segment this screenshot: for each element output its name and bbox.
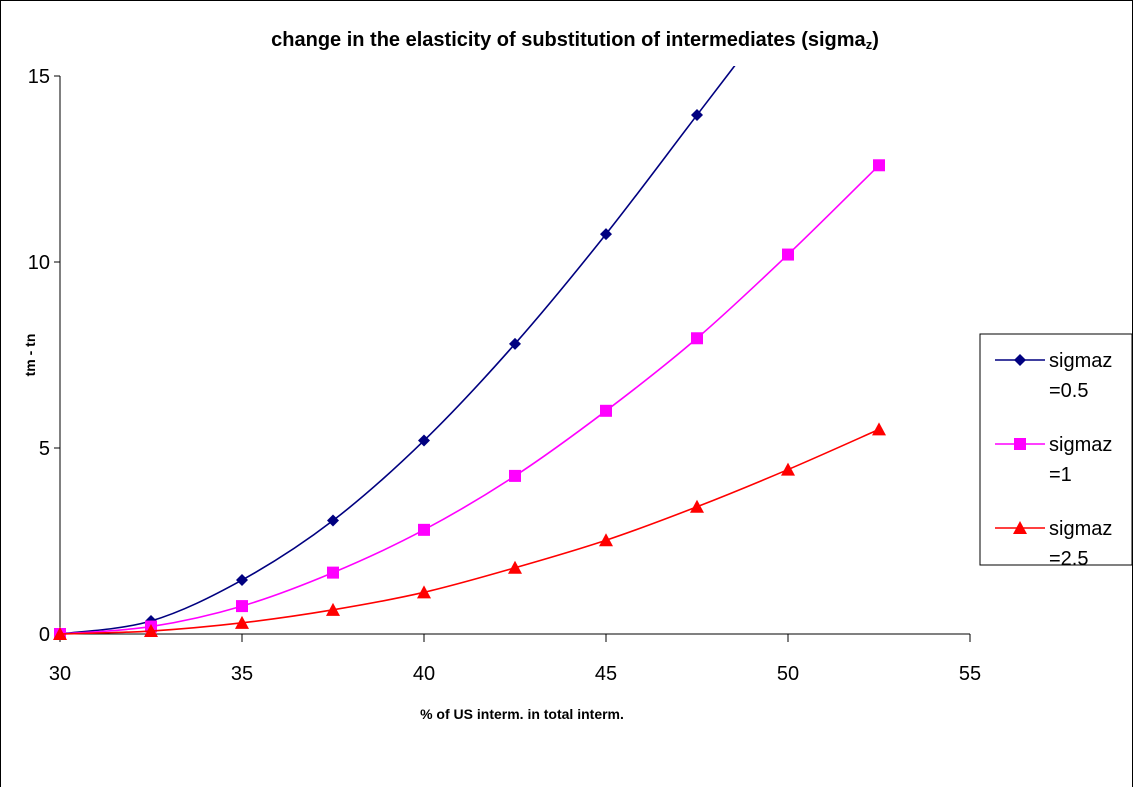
data-point-marker	[53, 627, 67, 640]
data-point-marker	[236, 574, 248, 587]
series-layer	[53, 66, 886, 640]
legend-label-line2: =0.5	[1049, 380, 1088, 402]
legend-label-line2: =2.5	[1049, 548, 1088, 570]
data-point-marker	[509, 469, 521, 482]
x-tick-label: 45	[595, 663, 617, 685]
data-point-marker	[144, 624, 158, 638]
data-point-marker	[599, 533, 613, 547]
chart-title-suffix: )	[872, 29, 879, 51]
series-line	[59, 66, 736, 635]
x-tick-label: 55	[959, 663, 981, 685]
legend-item-1: sigmaz =0.5	[995, 350, 1112, 402]
chart-title-subscript: z	[866, 37, 873, 52]
legend-label-line1: sigmaz	[1049, 518, 1112, 540]
series-3	[53, 422, 886, 640]
series-2	[54, 159, 885, 640]
legend: sigmaz =0.5 sigmaz =1 sigmaz =2.5	[979, 333, 1133, 570]
data-point-marker	[1014, 438, 1026, 450]
data-point-marker	[236, 600, 248, 613]
data-point-marker	[781, 462, 795, 476]
data-point-marker	[1013, 521, 1027, 534]
axes	[59, 76, 970, 635]
x-tick-label: 40	[413, 663, 435, 685]
series-line	[59, 428, 880, 635]
chart-title-main: change in the elasticity of substitution…	[271, 29, 866, 51]
x-tick-label: 35	[231, 663, 253, 685]
x-axis-label: % of US interm. in total interm.	[420, 706, 624, 722]
data-point-marker	[691, 109, 703, 122]
chart-title: change in the elasticity of substitution…	[271, 29, 879, 52]
data-point-marker	[690, 499, 704, 513]
data-point-marker	[1014, 354, 1026, 366]
data-point-marker	[418, 434, 430, 447]
y-tick-label: 0	[39, 624, 50, 646]
data-point-marker	[782, 248, 794, 261]
data-point-marker	[327, 566, 339, 579]
series-line	[59, 164, 880, 635]
legend-item-2: sigmaz =1	[995, 434, 1112, 486]
data-point-marker	[326, 602, 340, 616]
y-tick-label: 10	[28, 252, 50, 274]
series-1	[54, 66, 736, 640]
data-point-marker	[691, 332, 703, 345]
data-point-marker	[873, 159, 885, 172]
legend-box	[979, 333, 1133, 566]
data-point-marker	[508, 560, 522, 574]
y-tick-label: 5	[39, 438, 50, 460]
data-point-marker	[235, 615, 249, 629]
data-point-marker	[417, 585, 431, 599]
legend-item-3: sigmaz =2.5	[995, 518, 1112, 570]
data-point-marker	[327, 514, 339, 527]
data-point-marker	[418, 523, 430, 536]
legend-label-line1: sigmaz	[1049, 350, 1112, 372]
data-point-marker	[600, 228, 612, 241]
x-tick-label: 50	[777, 663, 799, 685]
data-point-marker	[509, 337, 521, 350]
data-point-marker	[600, 404, 612, 417]
data-point-marker	[872, 422, 886, 436]
legend-label-line2: =1	[1049, 464, 1072, 486]
x-ticks: 30 35 40 45 50 55	[49, 634, 981, 685]
legend-label-line1: sigmaz	[1049, 434, 1112, 456]
y-tick-label: 15	[28, 66, 50, 88]
x-tick-label: 30	[49, 663, 71, 685]
y-axis-label: tm - tn	[22, 334, 38, 377]
